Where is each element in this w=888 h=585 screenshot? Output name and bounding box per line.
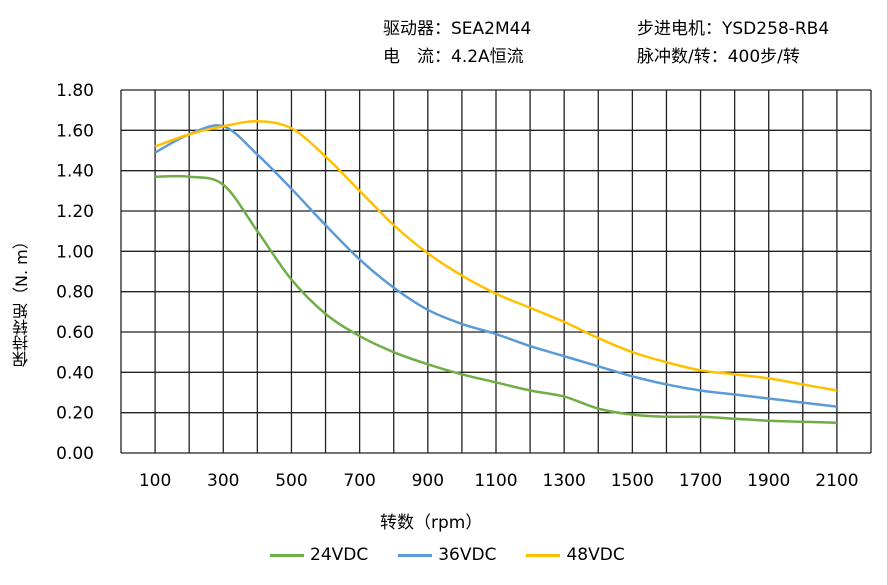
series-line-48vdc xyxy=(154,120,838,392)
y-tick-label: 1.40 xyxy=(56,162,94,182)
y-tick-label: 0.20 xyxy=(56,404,94,424)
x-tick-label: 1100 xyxy=(474,471,517,491)
legend-item-36vdc: 36VDC xyxy=(398,545,496,565)
motor-label: 步进电机：YSD258-RB4 xyxy=(637,19,830,39)
current-label: 电 流：4.2A恒流 xyxy=(383,47,524,67)
x-tick-label: 1500 xyxy=(611,471,654,491)
y-tick-label: 1.80 xyxy=(56,81,94,101)
legend-item-48vdc: 48VDC xyxy=(526,545,625,565)
legend-label: 24VDC xyxy=(310,545,369,565)
x-axis-label: 转数（rpm） xyxy=(380,513,483,533)
x-tick-label: 1300 xyxy=(543,471,586,491)
driver-label: 驱动器：SEA2M44 xyxy=(383,19,532,39)
x-tick-label: 2100 xyxy=(815,471,858,491)
y-tick-label: 0.60 xyxy=(56,323,94,343)
y-tick-label: 0.80 xyxy=(56,283,94,303)
series-line-36vdc xyxy=(154,124,838,408)
x-tick-label: 1900 xyxy=(747,471,790,491)
y-tick-label: 1.60 xyxy=(56,121,94,141)
x-tick-label: 500 xyxy=(275,471,307,491)
x-tick-label: 100 xyxy=(139,471,171,491)
legend-label: 36VDC xyxy=(438,545,497,565)
legend-label: 48VDC xyxy=(566,545,625,565)
legend-item-24vdc: 24VDC xyxy=(270,545,368,565)
y-axis-label: 保持转矩（N. m） xyxy=(12,233,31,367)
legend-swatch xyxy=(270,553,304,557)
legend-swatch xyxy=(526,553,561,557)
legend: 24VDC 36VDC 48VDC xyxy=(270,545,625,565)
y-tick-label: 0.40 xyxy=(56,363,94,383)
y-tick-label: 1.00 xyxy=(56,242,94,262)
x-tick-label: 700 xyxy=(343,471,375,491)
series-line-24vdc xyxy=(155,174,837,424)
x-tick-label: 1700 xyxy=(679,471,722,491)
pulses-label: 脉冲数/转：400步/转 xyxy=(637,47,800,67)
x-tick-label: 300 xyxy=(207,471,239,491)
y-tick-label: 0.00 xyxy=(56,444,94,464)
legend-swatch xyxy=(398,553,433,557)
x-tick-label: 900 xyxy=(412,471,444,491)
y-tick-label: 1.20 xyxy=(56,202,94,222)
